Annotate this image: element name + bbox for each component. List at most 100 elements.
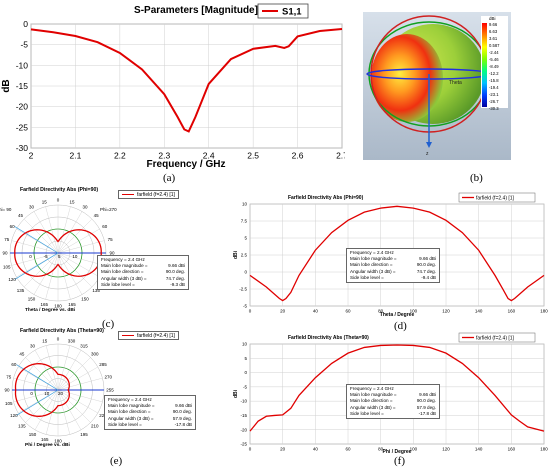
polar-spoke <box>57 252 93 288</box>
y-tick-label: 2.5 <box>241 253 248 258</box>
s-parameter-xlabel: Frequency / GHz <box>147 159 226 170</box>
polar-spoke <box>57 228 100 254</box>
polar-radial-label: 10 <box>44 391 50 396</box>
directivity-phi90-legend <box>458 192 536 203</box>
z-axis-label: z <box>426 151 429 157</box>
info-key: Frequency = 2.4 GHz <box>108 397 152 402</box>
polar-angle-label: 300 <box>91 352 99 357</box>
panel-c-caption: (c) <box>102 318 115 330</box>
y-tick-label: -5 <box>243 384 247 389</box>
polar-spoke <box>57 357 91 391</box>
colorbar-tick-label: 3.61 <box>489 36 498 41</box>
polar-angle-label: 45 <box>94 213 100 218</box>
x-tick-label: 160 <box>508 309 516 314</box>
polar-spoke <box>13 377 59 391</box>
polar-angle-label: 15 <box>42 338 48 343</box>
directivity-phi90-title: Farfield Directivity Abs (Phi=90) <box>288 195 364 201</box>
info-row: Main lobe direction = 90.0 deg. <box>101 269 185 275</box>
polar-angle-label: 30 <box>29 205 35 210</box>
directivity-theta90-info: Frequency = 2.4 GHz Main lobe magnitude =… <box>346 384 440 420</box>
legend-label: farfield (f=2.4) [1] <box>137 332 175 339</box>
polar-angle-label: 180 <box>54 304 62 309</box>
polar-angle-label: 150 <box>81 296 89 301</box>
x-tick-label: 60 <box>345 309 351 314</box>
polar-angle-label: 105 <box>3 264 11 269</box>
x-tick-label: 100 <box>410 447 418 452</box>
info-key: Frequency = 2.4 GHz <box>350 386 394 391</box>
directivity-theta90-title: Farfield Directivity Abs (Theta=90) <box>288 335 369 341</box>
beamwidth-line <box>14 226 59 254</box>
y-tick-label: -25 <box>16 122 29 132</box>
colorbar-tick-label: -15.8 <box>489 78 499 83</box>
polar-spoke <box>57 389 82 430</box>
info-key: Side lobe level = <box>108 421 142 427</box>
y-tick-label: 5 <box>244 356 247 361</box>
info-key: Angular width (3 dB) = <box>350 404 396 410</box>
info-row: Frequency = 2.4 GHz <box>350 250 436 256</box>
y-tick-label: -5 <box>243 304 247 309</box>
y-tick-label: 5 <box>244 236 247 241</box>
polar-theta90-title: Farfield Directivity Abs (Theta=90) <box>20 328 104 334</box>
x-tick-label: 160 <box>508 447 516 452</box>
polar-angle-label: 180 <box>54 439 62 444</box>
polar-angle-label: 90 <box>4 388 10 393</box>
directivity-phi90-chart: Farfield Directivity Abs (Phi=90) 10 7.5 5… <box>230 192 550 318</box>
colorbar-gradient <box>482 23 487 107</box>
polar-phi90-title: Farfield Directivity Abs (Phi=90) <box>20 187 99 193</box>
polar-angle-label: 0 <box>57 337 60 342</box>
y-tick-label: -2.5 <box>239 287 247 292</box>
x-tick-label: 40 <box>313 309 319 314</box>
info-value: 90.0 deg. <box>165 269 185 275</box>
polar-radial-label: 10 <box>72 254 78 259</box>
polar-spoke <box>57 389 71 435</box>
y-tick-label: -30 <box>16 143 29 153</box>
theta-label: Theta <box>449 80 462 86</box>
info-row: Main lobe magnitude = 9.66 dBi <box>350 392 436 398</box>
colorbar-tick-label: -19.4 <box>489 85 499 90</box>
y-tick-label: -10 <box>16 60 29 70</box>
info-row: Angular width (3 dB) = 74.7 deg. <box>350 269 436 275</box>
y-tick-label: -5 <box>20 40 28 50</box>
info-key: Side lobe level = <box>350 410 384 416</box>
polar-angle-label: 30 <box>82 205 88 210</box>
polar-spoke <box>11 240 59 254</box>
info-key: Frequency = 2.4 GHz <box>101 257 145 262</box>
x-tick-label: 80 <box>378 447 384 452</box>
colorbar-tick-label: 9.66 <box>489 22 498 27</box>
colorbar-tick-label: -26.7 <box>489 99 499 104</box>
x-tick-label: 80 <box>378 309 384 314</box>
polar-angle-label: 0 <box>57 198 60 203</box>
polar-angle-label: 150 <box>29 432 37 437</box>
info-value: 9.66 dBi <box>419 392 436 398</box>
polar-angle-label: 135 <box>18 424 26 429</box>
polar-spoke <box>57 389 103 403</box>
x-tick-label: 0 <box>249 447 252 452</box>
legend-swatch <box>122 335 134 336</box>
colorbar-tick-label: -5.46 <box>489 57 499 62</box>
s-parameter-chart: 0 -5 -10 -15 -20 -25 -30 2 2.1 2.2 2.3 2.4 2.5 2.6 2.… <box>0 0 348 170</box>
x-tick-label: 2.4 <box>203 151 215 161</box>
info-key: Main lobe direction = <box>101 269 144 275</box>
info-row: Side lobe level = -9.4 dB <box>350 275 436 281</box>
polar-spoke <box>57 206 71 254</box>
y-tick-label: 0 <box>244 370 247 375</box>
info-row: Frequency = 2.4 GHz <box>350 386 436 392</box>
x-tick-label: 120 <box>442 447 450 452</box>
directivity-phi90-line <box>249 205 545 302</box>
polar-spoke <box>25 357 59 391</box>
polar-side-label: Phi= 90 <box>0 207 12 212</box>
polar-spoke <box>57 252 83 295</box>
polar-spoke <box>57 240 105 254</box>
polar-angle-label: 75 <box>108 237 114 242</box>
info-row: Side lobe level = -17.8 dB <box>108 422 192 428</box>
directivity-theta90-xlabel: Phi / Degree <box>383 449 412 455</box>
x-tick-label: 180 <box>540 447 548 452</box>
info-value: 74.7 deg. <box>416 268 436 274</box>
info-row: Side lobe level = -9.3 dB <box>101 282 185 288</box>
x-tick-label: 2.7 <box>336 151 345 161</box>
info-value: 74.7 deg. <box>165 275 185 281</box>
colorbar-tick-label: -12.2 <box>489 71 499 76</box>
info-value: 57.9 deg. <box>416 404 436 410</box>
polar-angle-label: 105 <box>5 401 13 406</box>
